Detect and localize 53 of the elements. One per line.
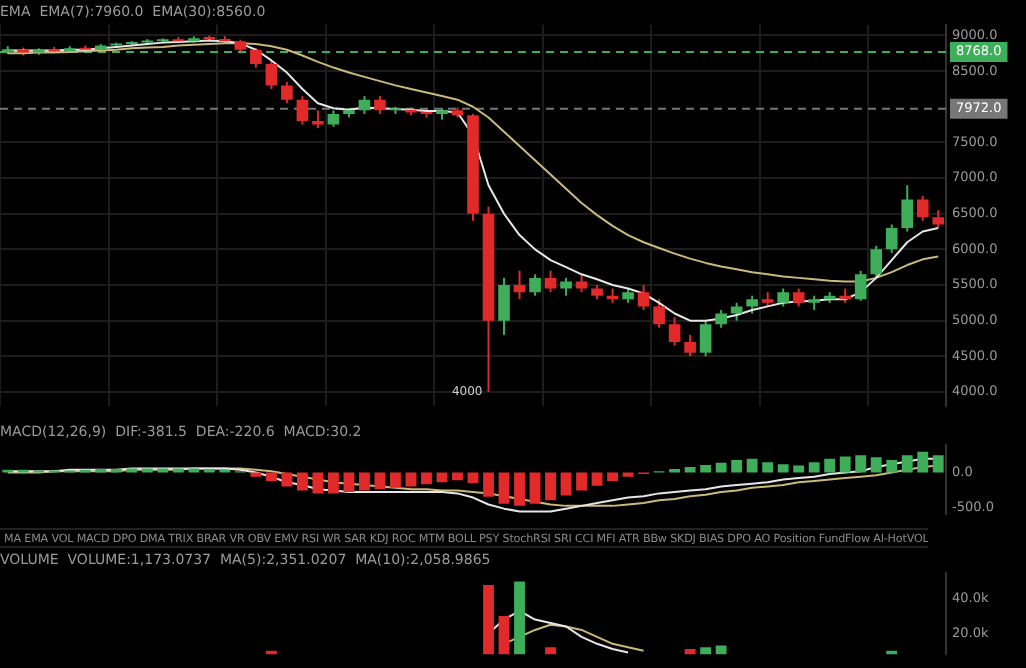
bar [529,472,541,504]
bar [824,458,836,473]
bar [343,472,355,492]
bar [886,460,898,473]
bar [870,457,882,473]
candlestick [684,333,696,358]
bar [390,472,401,488]
candlestick [854,269,867,302]
bar [498,472,510,504]
candlestick [901,184,914,233]
candlestick [529,273,541,297]
candlestick [885,223,898,254]
candlestick [265,59,278,90]
bar [576,472,587,491]
bar [296,472,308,491]
bar [514,472,525,506]
bar [281,472,293,487]
bar [731,460,743,473]
candlestick [498,276,510,336]
bar [839,456,851,473]
bar [777,464,789,473]
candlestick [653,298,665,329]
candlestick [544,269,557,294]
bar [793,465,805,473]
bar [591,472,603,486]
bar [359,472,370,491]
candlestick [668,316,681,347]
bar [265,472,277,481]
bar [700,464,712,473]
bar [684,467,696,473]
bar [855,455,867,473]
bar [746,458,758,473]
candlestick [513,269,526,301]
bar [328,472,339,494]
bar [483,472,494,497]
bar [715,462,727,473]
candlestick [870,244,883,279]
candlestick [637,284,650,311]
bar [901,455,913,473]
bar [762,462,774,473]
bar [421,472,432,485]
bar [452,472,463,481]
bar [917,451,929,473]
bar [808,462,820,473]
bar [932,455,944,473]
candlestick [296,95,309,126]
bar [607,472,618,481]
candlestick [916,194,929,222]
candlestick [281,80,293,105]
candlestick [699,319,712,358]
bar [312,472,324,494]
bar [545,472,556,501]
candlestick [250,47,262,69]
